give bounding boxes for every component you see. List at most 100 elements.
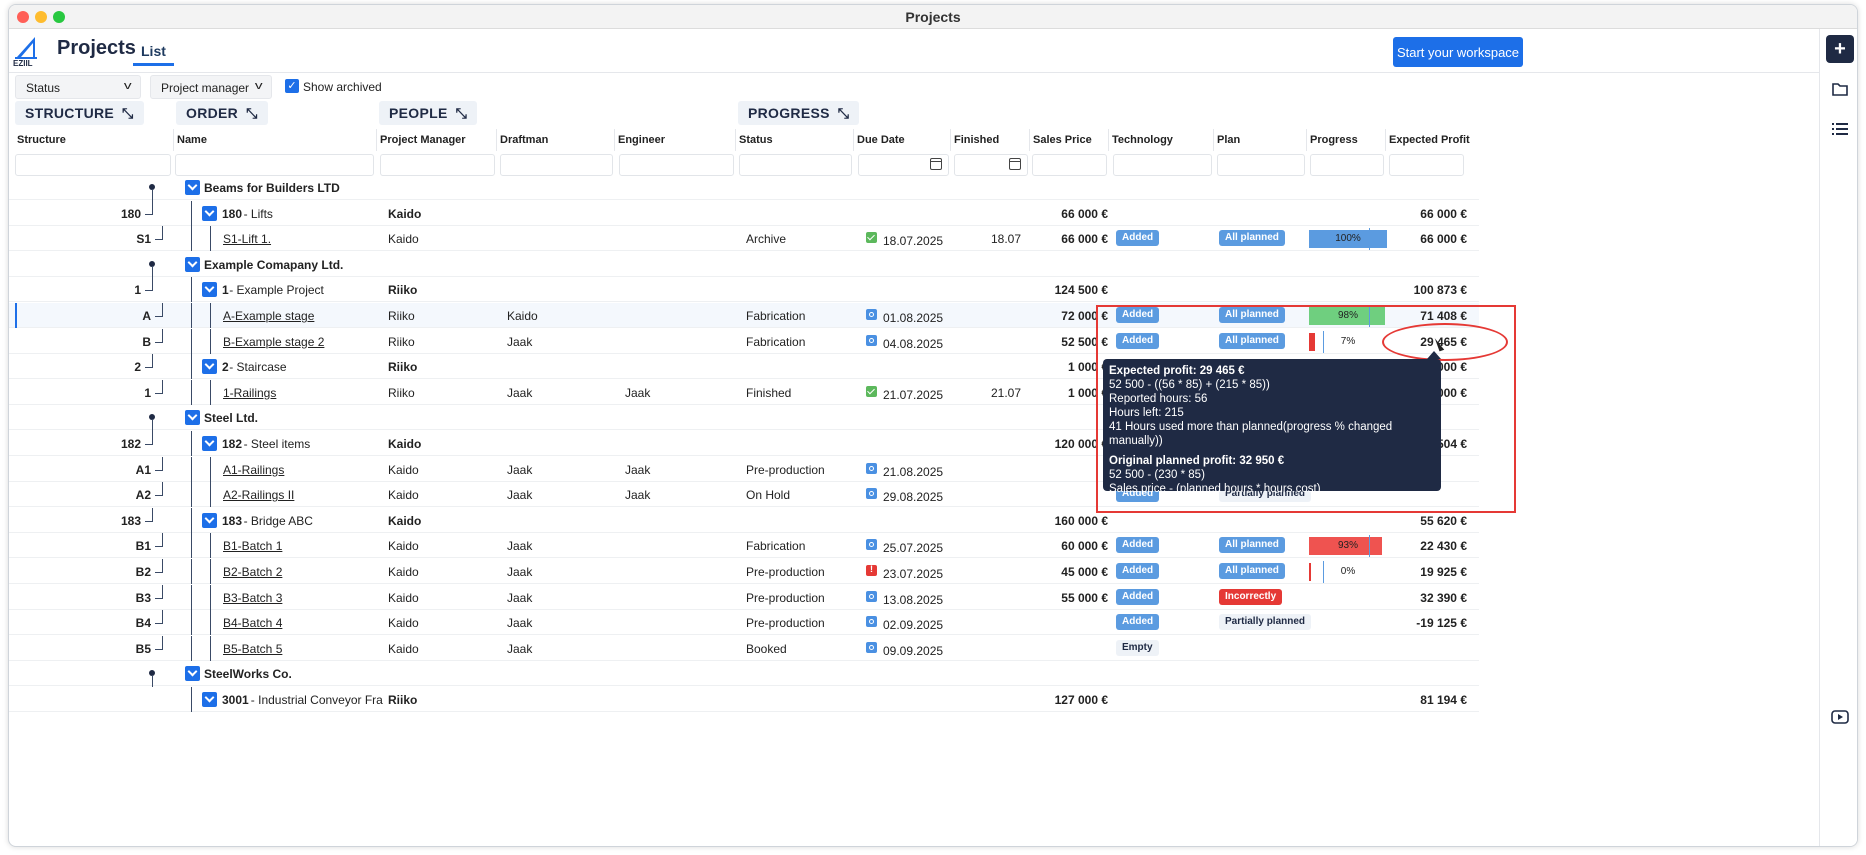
project-number[interactable]: 3001 <box>222 693 249 707</box>
group-order[interactable]: ORDER ⤡ <box>176 101 268 125</box>
plan-badge[interactable]: All planned <box>1219 537 1285 554</box>
expand-toggle-icon[interactable] <box>202 512 217 528</box>
expand-toggle-icon[interactable] <box>185 256 200 272</box>
table-row[interactable]: S1-Lift 1. Kaido Archive 18.07.2025 18.07 66 … <box>9 226 1479 252</box>
eziil-logo[interactable]: EZIIL <box>13 35 43 69</box>
col-project-manager[interactable]: Project Manager <box>380 134 466 146</box>
project-name[interactable]: - Staircase <box>229 360 287 375</box>
project-row[interactable]: 180 - Lifts Kaido 66 000 € 66 000 € <box>9 200 1479 226</box>
client-row[interactable]: Beams for Builders LTD <box>9 175 1479 200</box>
calendar-icon[interactable] <box>1009 158 1021 170</box>
group-people[interactable]: PEOPLE ⤡ <box>379 101 478 125</box>
table-row[interactable]: A1-Railings Kaido Jaak Jaak Pre-production 21… <box>9 456 1479 482</box>
project-name[interactable]: - Lifts <box>243 206 273 221</box>
filter-due-date-input[interactable] <box>858 154 949 176</box>
plan-badge[interactable]: All planned <box>1219 563 1285 579</box>
video-icon[interactable] <box>1826 703 1854 731</box>
expand-toggle-icon[interactable] <box>202 282 217 298</box>
stage-name-link[interactable]: A1-Railings <box>223 462 285 477</box>
filter-engineer-input[interactable] <box>619 154 734 176</box>
project-number[interactable]: 180 <box>222 206 243 221</box>
col-sales-price[interactable]: Sales Price <box>1033 134 1092 146</box>
technology-badge[interactable]: Added <box>1116 588 1160 605</box>
expand-toggle-icon[interactable] <box>202 205 217 221</box>
technology-badge[interactable]: Added <box>1116 614 1160 631</box>
plan-badge[interactable]: All planned <box>1219 230 1285 247</box>
calendar-icon[interactable] <box>930 158 942 170</box>
close-window-icon[interactable] <box>17 11 29 23</box>
client-name[interactable]: Example Comapany Ltd. <box>204 257 344 272</box>
filter-progress-input[interactable] <box>1310 154 1384 176</box>
plan-badge[interactable]: All planned <box>1219 332 1285 349</box>
project-row[interactable]: 3001 - Industrial Conveyor Fra Riiko 127 0… <box>9 687 1479 712</box>
project-row[interactable]: 182 - Steel items Kaido 120 000 € 504 € <box>9 431 1479 456</box>
technology-badge[interactable]: Added <box>1116 230 1160 247</box>
technology-badge[interactable]: Empty <box>1116 639 1159 656</box>
col-engineer[interactable]: Engineer <box>618 134 666 146</box>
stage-name-link[interactable]: B5-Batch 5 <box>223 641 283 656</box>
project-number[interactable]: 1 <box>222 283 229 298</box>
client-name[interactable]: Steel Ltd. <box>204 411 259 426</box>
col-name[interactable]: Name <box>177 134 207 146</box>
project-name[interactable]: - Industrial Conveyor Fra <box>250 693 383 707</box>
collapse-icon[interactable]: ⤡ <box>246 105 258 121</box>
stage-name-link[interactable]: 1-Railings <box>223 385 277 400</box>
stage-name-link[interactable]: S1-Lift 1. <box>223 232 272 247</box>
plan-badge[interactable]: All planned <box>1219 307 1285 323</box>
filter-sales-input[interactable] <box>1032 154 1107 176</box>
technology-badge[interactable]: Added <box>1116 307 1160 323</box>
stage-name-link[interactable]: A-Example stage <box>223 309 315 323</box>
expand-toggle-icon[interactable] <box>202 359 217 375</box>
table-row[interactable]: B-Example stage 2 Riiko Jaak Fabrication 04.… <box>9 328 1479 354</box>
filter-name-input[interactable] <box>175 154 374 176</box>
tab-list[interactable]: List <box>133 39 174 66</box>
col-progress[interactable]: Progress <box>1310 134 1358 146</box>
table-row[interactable]: B1-Batch 1 Kaido Jaak Fabrication 25.07.2025… <box>9 533 1479 559</box>
filter-profit-input[interactable] <box>1389 154 1464 176</box>
technology-badge[interactable]: Added <box>1116 563 1160 579</box>
expand-toggle-icon[interactable] <box>185 180 200 195</box>
expand-toggle-icon[interactable] <box>185 666 200 682</box>
col-technology[interactable]: Technology <box>1112 134 1173 146</box>
collapse-icon[interactable]: ⤡ <box>837 105 850 121</box>
plan-badge[interactable]: Partially planned <box>1219 614 1312 631</box>
col-draftman[interactable]: Draftman <box>500 134 549 146</box>
folder-icon[interactable] <box>1826 75 1854 103</box>
project-name[interactable]: - Steel items <box>243 437 311 451</box>
project-number[interactable]: 182 <box>222 437 243 451</box>
client-name[interactable]: SteelWorks Co. <box>204 667 292 682</box>
stage-name-link[interactable]: B4-Batch 4 <box>223 616 283 631</box>
table-row[interactable]: B2-Batch 2 Kaido Jaak Pre-production 23.07.2… <box>9 559 1479 584</box>
filter-status-input[interactable] <box>739 154 852 176</box>
stage-name-link[interactable]: B3-Batch 3 <box>223 590 283 605</box>
col-structure[interactable]: Structure <box>17 134 66 146</box>
technology-badge[interactable]: Added <box>1116 332 1160 349</box>
maximize-window-icon[interactable] <box>53 11 65 23</box>
expand-toggle-icon[interactable] <box>202 436 217 451</box>
technology-badge[interactable]: Added <box>1116 537 1160 554</box>
show-archived-checkbox[interactable]: ✓ <box>285 79 299 93</box>
filter-pm-input[interactable] <box>380 154 495 176</box>
group-structure[interactable]: STRUCTURE ⤡ <box>15 101 144 125</box>
client-row[interactable]: SteelWorks Co. <box>9 661 1479 687</box>
filter-technology-input[interactable] <box>1113 154 1212 176</box>
table-row[interactable]: B3-Batch 3 Kaido Jaak Pre-production 13.08.2… <box>9 584 1479 610</box>
stage-name-link[interactable]: B2-Batch 2 <box>223 565 283 579</box>
project-manager-filter[interactable]: Project manager v <box>150 75 272 99</box>
start-workspace-button[interactable]: Start your workspace <box>1393 37 1523 67</box>
stage-name-link[interactable]: B1-Batch 1 <box>223 539 283 554</box>
filter-draftman-input[interactable] <box>500 154 613 176</box>
status-filter[interactable]: Status v <box>15 75 141 99</box>
collapse-icon[interactable]: ⤡ <box>455 105 468 121</box>
project-number[interactable]: 183 <box>222 513 243 528</box>
filter-plan-input[interactable] <box>1217 154 1305 176</box>
col-expected-profit[interactable]: Expected Profit <box>1389 134 1470 146</box>
table-row[interactable]: A-Example stage Riiko Kaido Fabrication 01.0… <box>9 303 1479 328</box>
col-status[interactable]: Status <box>739 134 773 146</box>
group-progress[interactable]: PROGRESS ⤡ <box>738 101 860 125</box>
client-row[interactable]: Example Comapany Ltd. <box>9 252 1479 277</box>
project-row[interactable]: 183 - Bridge ABC Kaido 160 000 € 55 620 € <box>9 507 1479 533</box>
add-icon[interactable]: + <box>1826 35 1854 63</box>
filter-structure-input[interactable] <box>15 154 171 176</box>
minimize-window-icon[interactable] <box>35 11 47 23</box>
